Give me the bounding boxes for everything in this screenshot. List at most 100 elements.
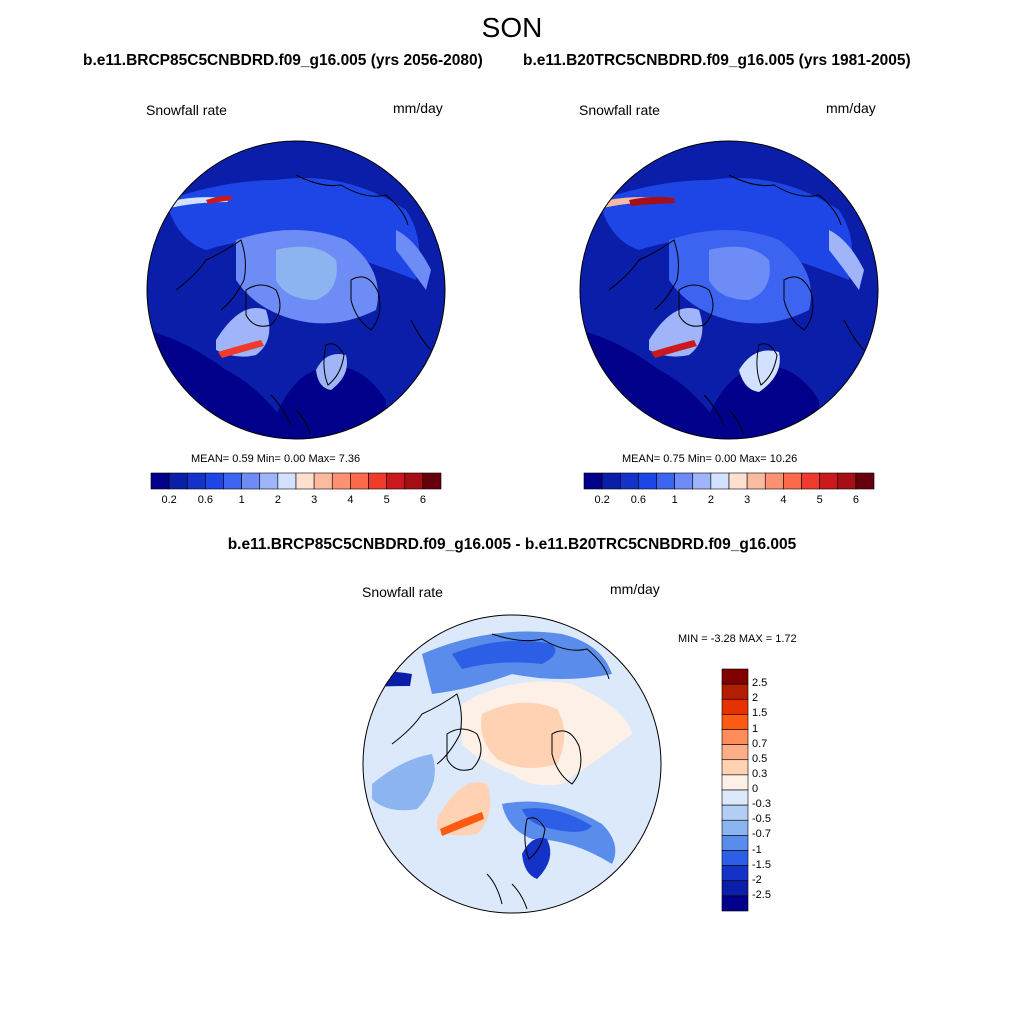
left-colorbar-box: [313, 472, 333, 490]
diff-colorbar-tick: 0: [752, 783, 759, 795]
right-mean-value: 0.75: [663, 453, 685, 465]
left-colorbar-box: [350, 472, 369, 490]
right-run-title: b.e11.B20TRC5CNBDRD.f09_g16.005 (yrs 198…: [523, 52, 911, 69]
diff-colorbar-box: [721, 744, 749, 761]
diff-colorbar-box: [721, 880, 749, 897]
left-colorbar-tick: 5: [383, 494, 390, 506]
diff-colorbar-tick: -0.5: [752, 813, 771, 826]
right-colorbar-box: [601, 472, 621, 490]
right-colorbar-tick: 6: [852, 494, 859, 506]
left-colorbar-ticks: 0.2 0.6 1 2 3 4 5 6: [151, 494, 441, 508]
right-units-label: mm/day: [826, 100, 876, 116]
diff-colorbar-tick: -0.3: [752, 798, 771, 811]
left-colorbar-box: [241, 472, 261, 490]
diff-colorbar-tick: 1.5: [752, 707, 768, 720]
right-mean-label: MEAN=: [622, 453, 661, 465]
right-colorbar-box: [855, 472, 875, 490]
diff-colorbar-box: [721, 895, 749, 912]
diff-colorbar-tick: 0.5: [752, 752, 768, 765]
difference-title: b.e11.BRCP85C5CNBDRD.f09_g16.005 - b.e11…: [227, 536, 797, 553]
left-colorbar-box: [422, 472, 442, 490]
right-colorbar: [583, 472, 875, 490]
right-colorbar-box: [837, 472, 857, 490]
left-colorbar-box: [186, 472, 206, 490]
left-colorbar-box: [168, 472, 188, 490]
left-mean-label: MEAN=: [191, 453, 230, 465]
right-colorbar-box: [710, 472, 730, 490]
diff-colorbar-tick: 1: [752, 722, 759, 735]
diff-colorbar-box: [721, 865, 749, 882]
left-colorbar-box: [404, 472, 424, 490]
right-min-label: Min=: [687, 453, 712, 465]
right-colorbar-box: [692, 472, 712, 490]
right-colorbar-box: [746, 472, 766, 490]
right-colorbar-box: [801, 472, 820, 490]
left-max-value: 7.36: [338, 453, 361, 465]
difference-colorbar: [721, 668, 749, 912]
diff-colorbar-tick: -2.5: [752, 888, 771, 901]
right-stats: MEAN= 0.75 Min= 0.00 Max= 10.26: [622, 453, 797, 465]
diff-colorbar-tick: 0.7: [752, 737, 768, 750]
left-colorbar-box: [259, 472, 279, 490]
diff-colorbar-tick: 0.3: [752, 767, 768, 780]
left-colorbar-box: [223, 472, 242, 490]
left-colorbar-box: [368, 472, 387, 490]
left-min-value: 0.00: [283, 453, 306, 465]
right-colorbar-box: [656, 472, 675, 490]
diff-colorbar-tick: -0.7: [752, 828, 771, 841]
difference-colorbar-ticks: 2.5 2 1.5 1 0.7 0.5 0.3 0 -0.3 -0.5 -0.7 -1 -1.5 -2 -2…: [752, 669, 792, 911]
diff-colorbar-box: [721, 668, 749, 685]
diff-colorbar-box: [721, 759, 749, 776]
difference-snowfall-map: [362, 614, 662, 914]
diff-colorbar-box: [721, 789, 749, 806]
diff-colorbar-tick: 2.5: [752, 677, 768, 690]
left-colorbar-tick: 0.2: [161, 494, 177, 506]
left-colorbar-tick: 2: [274, 494, 281, 506]
left-colorbar-box: [277, 472, 297, 490]
left-run-title: b.e11.BRCP85C5CNBDRD.f09_g16.005 (yrs 20…: [83, 52, 483, 69]
left-snowfall-map: [146, 140, 446, 440]
right-colorbar-box: [619, 472, 639, 490]
left-colorbar: [150, 472, 442, 490]
left-colorbar-box: [150, 472, 170, 490]
right-colorbar-tick: 0.2: [594, 494, 610, 506]
diff-colorbar-box: [721, 729, 749, 745]
diff-colorbar-box: [721, 819, 749, 836]
right-colorbar-box: [583, 472, 603, 490]
diff-colorbar-box: [721, 698, 749, 715]
left-colorbar-box: [386, 472, 406, 490]
diff-colorbar-box: [721, 714, 749, 730]
diff-minmax: MIN = -3.28 MAX = 1.72: [678, 633, 797, 645]
diff-variable-label: Snowfall rate: [362, 584, 443, 600]
left-colorbar-tick: 3: [311, 494, 318, 506]
diff-colorbar-box: [721, 774, 749, 791]
left-colorbar-tick: 6: [419, 494, 426, 506]
right-colorbar-box: [819, 472, 839, 490]
right-colorbar-tick: 4: [780, 494, 787, 506]
right-colorbar-tick: 1: [671, 494, 678, 506]
figure-title: SON: [481, 12, 543, 43]
right-colorbar-ticks: 0.2 0.6 1 2 3 4 5 6: [584, 494, 874, 508]
right-colorbar-tick: 2: [707, 494, 714, 506]
diff-colorbar-tick: -1.5: [752, 858, 771, 871]
right-colorbar-box: [728, 472, 748, 490]
left-min-label: Min=: [256, 453, 281, 465]
right-snowfall-map: [579, 140, 879, 440]
left-mean-value: 0.59: [232, 453, 254, 465]
diff-colorbar-box: [721, 804, 749, 821]
left-colorbar-tick: 0.6: [197, 494, 214, 506]
right-variable-label: Snowfall rate: [579, 102, 660, 118]
right-colorbar-tick: 0.6: [630, 494, 647, 506]
right-colorbar-box: [783, 472, 802, 490]
right-colorbar-tick: 3: [744, 494, 751, 506]
diff-colorbar-tick: -2: [752, 873, 762, 886]
right-max-label: Max=: [739, 453, 767, 465]
diff-colorbar-tick: 2: [752, 692, 759, 705]
left-stats: MEAN= 0.59 Min= 0.00 Max= 7.36: [191, 453, 360, 465]
left-colorbar-box: [331, 472, 351, 490]
diff-colorbar-box: [721, 835, 749, 851]
left-variable-label: Snowfall rate: [146, 102, 227, 118]
right-colorbar-box: [764, 472, 784, 490]
diff-colorbar-box: [721, 850, 749, 866]
left-colorbar-box: [205, 472, 224, 490]
